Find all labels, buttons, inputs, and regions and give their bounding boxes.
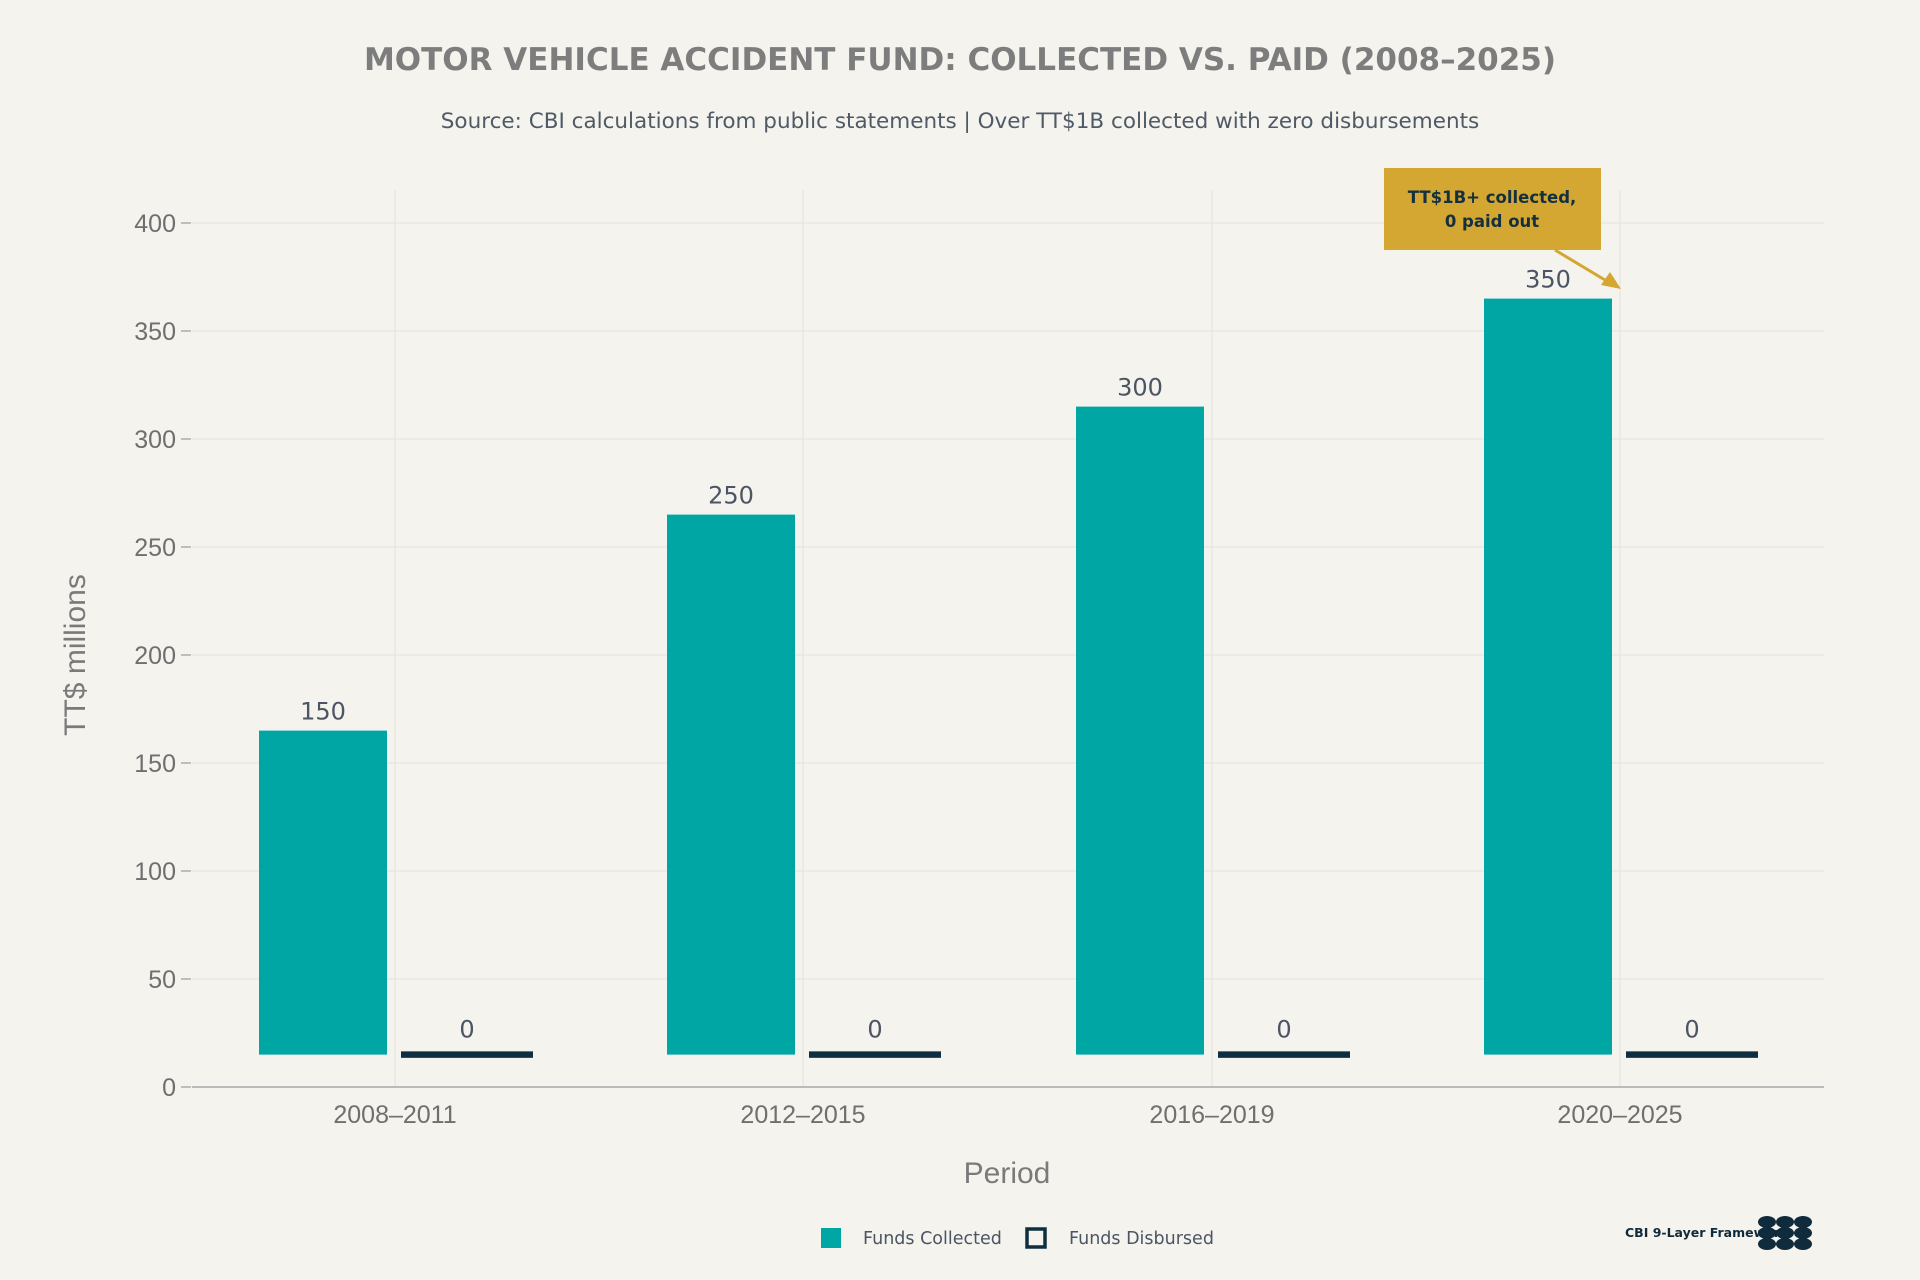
network-logo-icon: [1758, 1216, 1812, 1250]
data-labels: 150 0 250 0 300 0 350 0: [300, 266, 1700, 1044]
y-tick-label-350: 350: [134, 318, 176, 346]
data-label-funds-disbursed-1: 0: [867, 1015, 882, 1043]
annotation: TT$1B+ collected, 0 paid out: [1384, 168, 1621, 289]
legend: Funds Collected Funds Disbursed: [821, 1227, 1214, 1249]
chart-title: MOTOR VEHICLE ACCIDENT FUND: COLLECTED V…: [364, 42, 1556, 78]
bar-funds-disbursed-3: [1626, 1051, 1758, 1058]
y-tick-label-200: 200: [134, 642, 176, 670]
annotation-box: [1384, 168, 1601, 250]
annotation-arrow-line: [1554, 248, 1611, 285]
data-label-funds-collected-1: 250: [708, 482, 754, 510]
bar-funds-collected-2: [1076, 406, 1204, 1055]
y-tick-label-400: 400: [134, 210, 176, 238]
bar-funds-disbursed-2: [1218, 1051, 1350, 1058]
legend-label-funds-disbursed: Funds Disbursed: [1069, 1229, 1214, 1249]
data-label-funds-collected-0: 150: [300, 698, 346, 726]
axes: 0 50 100 150 200 250 300 350 400 2008–2011 2012–20…: [134, 210, 1824, 1129]
bar-funds-disbursed-1: [809, 1051, 941, 1058]
annotation-arrow-head: [1601, 272, 1621, 289]
data-label-funds-collected-3: 350: [1525, 266, 1571, 294]
legend-label-funds-collected: Funds Collected: [863, 1229, 1002, 1249]
annotation-line-1: TT$1B+ collected,: [1408, 188, 1577, 207]
branding: CBI 9-Layer Framework: [1625, 1216, 1812, 1250]
bar-funds-disbursed-0: [401, 1051, 533, 1058]
gridlines: [192, 190, 1824, 1087]
bar-funds-collected-3: [1484, 298, 1612, 1055]
x-tick-label-2: 2016–2019: [1149, 1101, 1274, 1129]
legend-swatch-funds-collected: [821, 1228, 841, 1248]
bar-funds-collected-1: [667, 514, 795, 1055]
y-tick-label-300: 300: [134, 426, 176, 454]
y-axis-title: TT$ millions: [59, 574, 92, 736]
y-tick-label-150: 150: [134, 750, 176, 778]
data-label-funds-disbursed-0: 0: [459, 1015, 474, 1043]
data-label-funds-disbursed-3: 0: [1684, 1015, 1699, 1043]
x-tick-label-0: 2008–2011: [333, 1101, 456, 1129]
chart-subtitle: Source: CBI calculations from public sta…: [441, 109, 1479, 134]
bars: [259, 298, 1758, 1058]
data-label-funds-collected-2: 300: [1117, 374, 1163, 402]
annotation-line-2: 0 paid out: [1445, 212, 1539, 231]
y-tick-label-0: 0: [162, 1074, 176, 1102]
bar-funds-collected-0: [259, 730, 387, 1055]
branding-label: CBI 9-Layer Framework: [1625, 1225, 1789, 1240]
y-tick-label-100: 100: [134, 858, 176, 886]
x-axis-title: Period: [964, 1157, 1051, 1190]
x-tick-label-1: 2012–2015: [740, 1101, 865, 1129]
y-tick-label-250: 250: [134, 534, 176, 562]
y-tick-label-50: 50: [148, 966, 176, 994]
data-label-funds-disbursed-2: 0: [1276, 1015, 1291, 1043]
x-tick-label-3: 2020–2025: [1557, 1101, 1682, 1129]
legend-swatch-funds-disbursed: [1025, 1227, 1047, 1249]
